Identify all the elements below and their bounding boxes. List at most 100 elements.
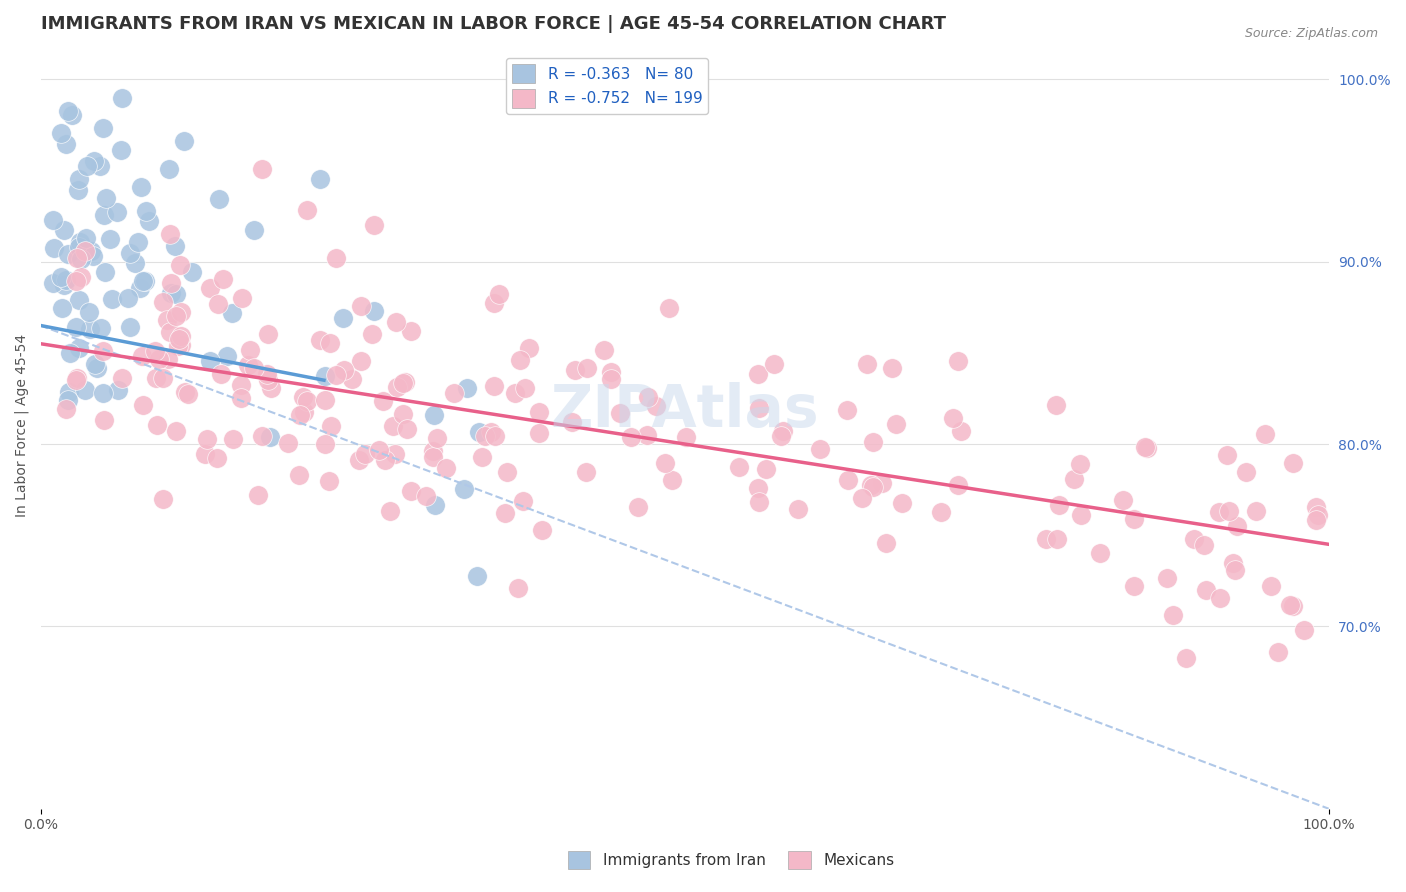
Point xyxy=(1035,532,1057,546)
Point xyxy=(747,481,769,495)
Legend: R = -0.363   N= 80, R = -0.752   N= 199: R = -0.363 N= 80, R = -0.752 N= 199 xyxy=(506,58,709,114)
Point xyxy=(423,409,446,423)
Point xyxy=(443,386,465,401)
Point xyxy=(373,394,395,409)
Point xyxy=(561,415,583,429)
Point xyxy=(257,326,280,341)
Point xyxy=(314,393,336,408)
Point xyxy=(65,373,87,387)
Point xyxy=(79,305,101,319)
Point xyxy=(82,249,104,263)
Point xyxy=(426,431,449,445)
Point xyxy=(1223,563,1246,577)
Point xyxy=(93,386,115,401)
Point xyxy=(1216,448,1239,462)
Point xyxy=(131,274,153,288)
Point xyxy=(837,473,859,487)
Point xyxy=(146,417,169,432)
Point xyxy=(143,343,166,358)
Point xyxy=(890,496,912,510)
Point xyxy=(314,369,336,384)
Point xyxy=(675,429,697,443)
Point xyxy=(512,494,534,508)
Point xyxy=(148,352,170,367)
Point xyxy=(167,332,190,346)
Point xyxy=(118,246,141,260)
Point xyxy=(260,381,283,395)
Point xyxy=(835,403,858,417)
Point xyxy=(808,442,831,456)
Point xyxy=(60,108,83,122)
Point xyxy=(152,295,174,310)
Point xyxy=(401,483,423,498)
Point xyxy=(98,232,121,246)
Point xyxy=(236,358,259,372)
Point xyxy=(55,402,77,417)
Point xyxy=(471,450,494,465)
Point xyxy=(110,144,132,158)
Point xyxy=(870,475,893,490)
Point xyxy=(1156,571,1178,585)
Point xyxy=(287,467,309,482)
Point xyxy=(209,367,232,381)
Point xyxy=(1218,504,1240,518)
Point xyxy=(107,384,129,398)
Point xyxy=(350,299,373,313)
Point xyxy=(658,301,681,315)
Point xyxy=(482,296,505,310)
Point xyxy=(1063,472,1085,486)
Point xyxy=(246,488,269,502)
Point xyxy=(129,280,152,294)
Point xyxy=(118,319,141,334)
Point xyxy=(350,354,373,368)
Point xyxy=(1306,508,1329,522)
Point xyxy=(946,478,969,492)
Point xyxy=(198,281,221,295)
Point xyxy=(385,316,408,330)
Point xyxy=(295,203,318,218)
Point xyxy=(80,244,103,258)
Point xyxy=(374,453,396,467)
Point xyxy=(453,482,475,496)
Point xyxy=(609,406,631,420)
Point xyxy=(165,310,187,324)
Point xyxy=(1195,583,1218,598)
Point xyxy=(1208,505,1230,519)
Point xyxy=(1112,492,1135,507)
Point xyxy=(929,505,952,519)
Point xyxy=(75,231,97,245)
Point xyxy=(527,405,550,419)
Point xyxy=(880,360,903,375)
Point xyxy=(387,380,409,394)
Point xyxy=(1294,624,1316,638)
Point xyxy=(170,329,193,343)
Point xyxy=(157,162,180,177)
Point xyxy=(325,368,347,382)
Point xyxy=(66,371,89,385)
Point xyxy=(76,159,98,173)
Point xyxy=(394,375,416,389)
Point xyxy=(627,500,650,514)
Text: IMMIGRANTS FROM IRAN VS MEXICAN IN LABOR FORCE | AGE 45-54 CORRELATION CHART: IMMIGRANTS FROM IRAN VS MEXICAN IN LABOR… xyxy=(41,15,946,33)
Point xyxy=(49,126,72,140)
Point xyxy=(67,341,90,355)
Point xyxy=(422,444,444,458)
Point xyxy=(1047,498,1070,512)
Point xyxy=(1226,519,1249,533)
Point xyxy=(152,491,174,506)
Point xyxy=(65,274,87,288)
Point xyxy=(159,227,181,241)
Point xyxy=(174,384,197,399)
Point xyxy=(401,324,423,338)
Point xyxy=(66,252,89,266)
Point xyxy=(229,378,252,392)
Point xyxy=(195,432,218,446)
Point xyxy=(309,171,332,186)
Point xyxy=(620,429,643,443)
Point xyxy=(73,383,96,397)
Point xyxy=(292,390,315,404)
Point xyxy=(770,428,793,442)
Point xyxy=(257,373,280,387)
Point xyxy=(378,504,401,518)
Point xyxy=(79,322,101,336)
